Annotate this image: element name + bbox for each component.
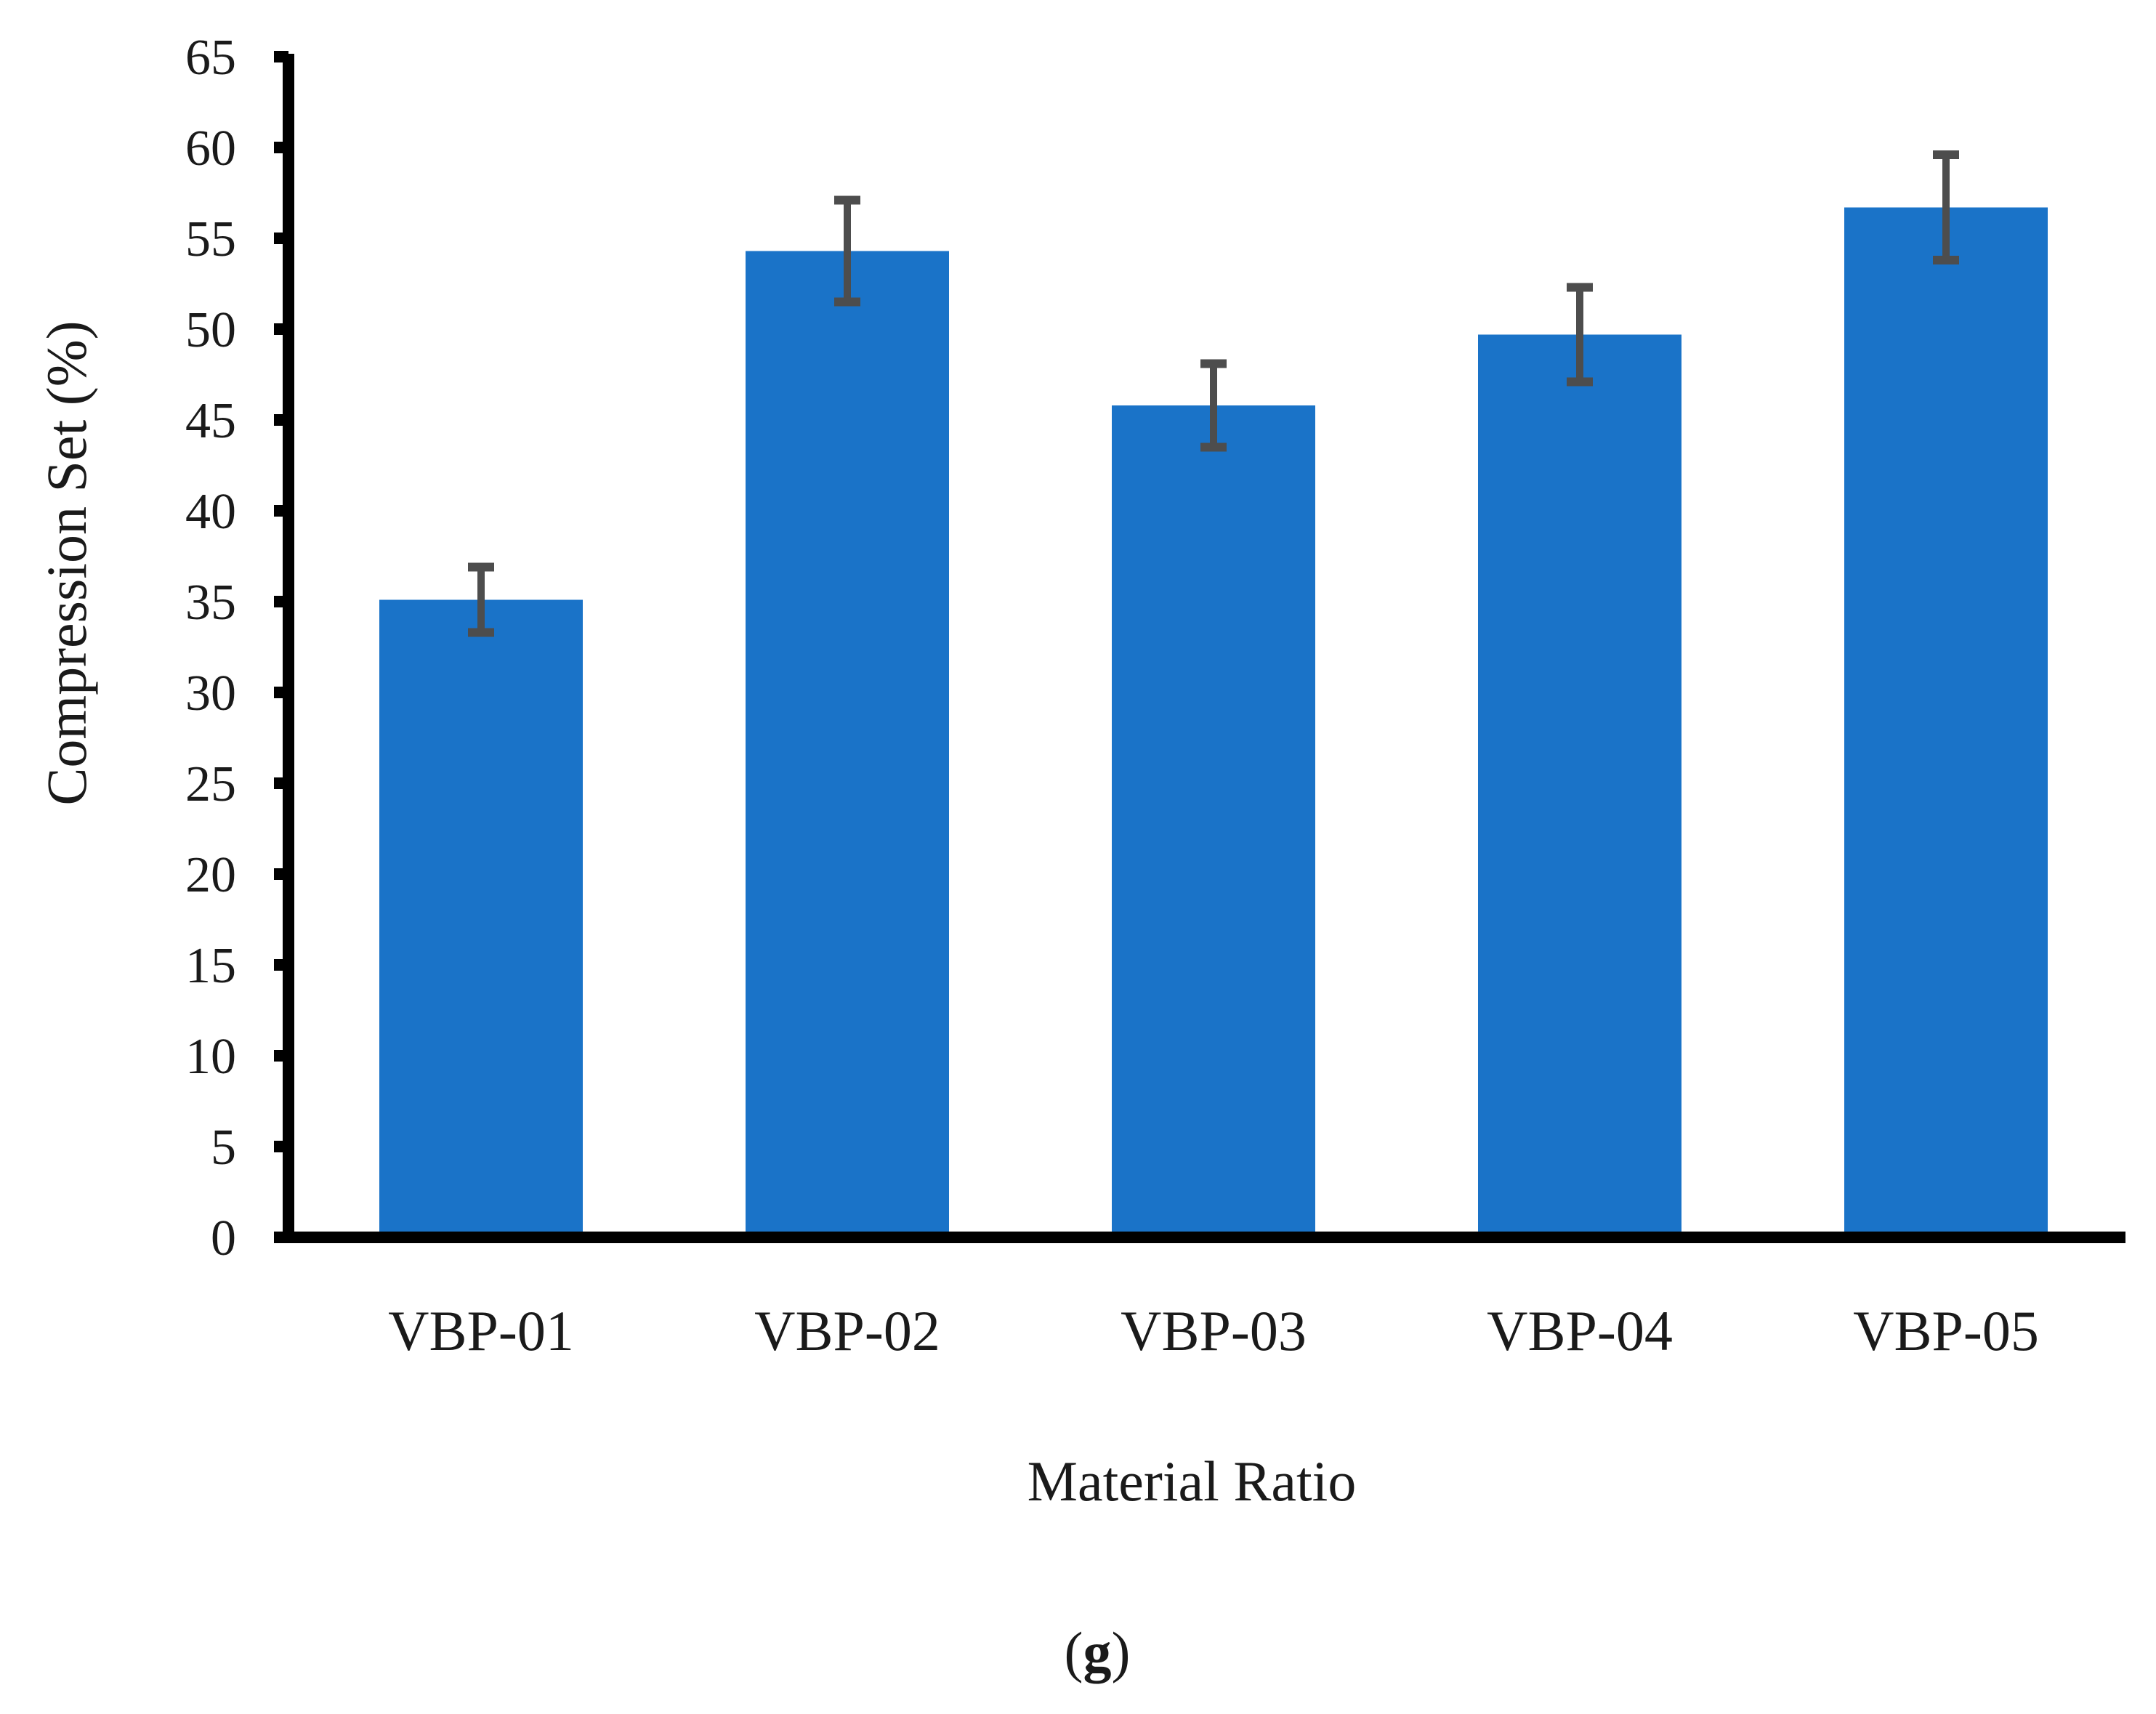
error-bars-layer xyxy=(468,150,1959,637)
y-tick-label: 35 xyxy=(185,575,236,631)
y-tick-label: 65 xyxy=(185,30,236,86)
y-tick-label: 60 xyxy=(185,121,236,177)
y-tick-label: 20 xyxy=(185,847,236,903)
x-tick-label: VBP-02 xyxy=(754,1299,940,1362)
y-tick-label: 0 xyxy=(211,1210,236,1266)
y-tick-label: 30 xyxy=(185,666,236,721)
y-tick-label: 40 xyxy=(185,484,236,540)
y-tick-label: 55 xyxy=(185,211,236,267)
y-axis-title: Compression Set (%) xyxy=(35,320,98,805)
x-tick-labels-layer: VBP-01 VBP-02 VBP-03 VBP-04 VBP-05 xyxy=(388,1299,2039,1362)
y-tick-label: 15 xyxy=(185,938,236,994)
panel-label: (g) xyxy=(1065,1620,1131,1683)
panel-label-open: ( xyxy=(1065,1620,1083,1683)
x-tick-label: VBP-05 xyxy=(1853,1299,2039,1362)
x-tick-label: VBP-01 xyxy=(388,1299,574,1362)
y-ticks-layer: 0 5 10 15 20 25 30 35 40 45 50 55 60 65 xyxy=(185,30,288,1266)
bar-vbp-03 xyxy=(1112,405,1315,1237)
panel-label-letter: g xyxy=(1083,1620,1112,1683)
y-tick-label: 25 xyxy=(185,756,236,812)
bar-vbp-02 xyxy=(746,251,949,1237)
panel-label-close: ) xyxy=(1112,1620,1131,1683)
x-tick-label: VBP-03 xyxy=(1121,1299,1307,1362)
bar-vbp-05 xyxy=(1844,207,2048,1237)
x-axis-title: Material Ratio xyxy=(1027,1450,1357,1513)
y-tick-label: 5 xyxy=(211,1120,236,1176)
axes-layer xyxy=(274,54,2125,1243)
bar-vbp-01 xyxy=(379,599,583,1237)
bar-vbp-04 xyxy=(1478,334,1681,1237)
bars-layer xyxy=(379,207,2048,1237)
y-tick-label: 10 xyxy=(185,1029,236,1085)
y-tick-label: 45 xyxy=(185,393,236,449)
y-tick-label: 50 xyxy=(185,302,236,358)
x-tick-label: VBP-04 xyxy=(1487,1299,1673,1362)
